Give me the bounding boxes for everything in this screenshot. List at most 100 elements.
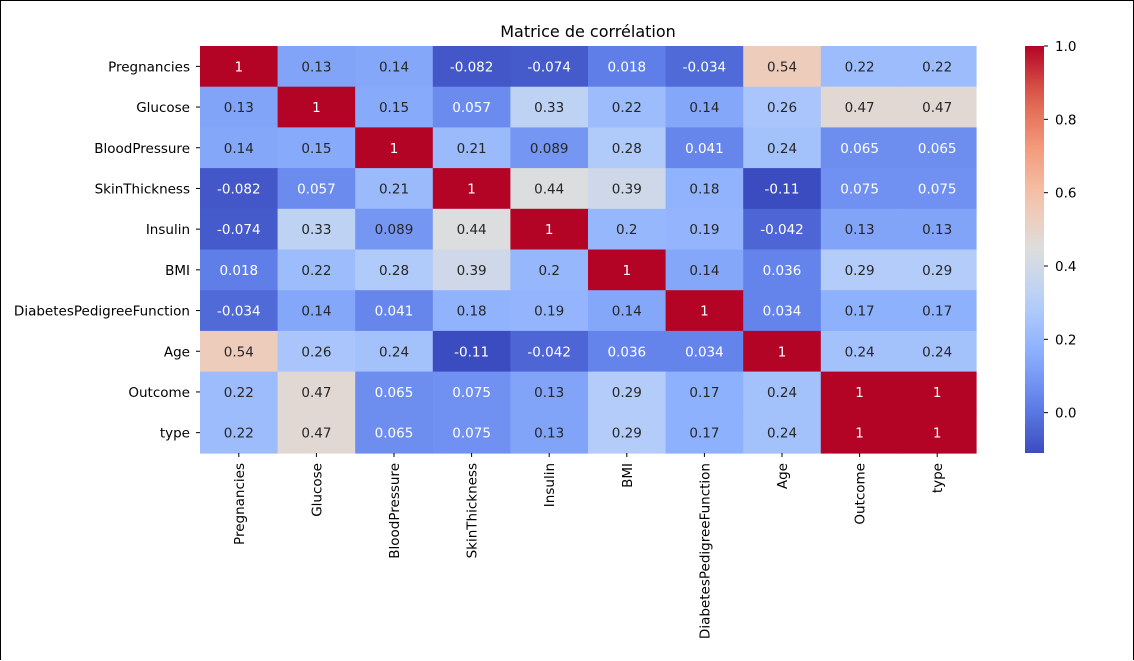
cell-value-label: 0.13: [301, 59, 331, 75]
cell-value-label: 0.24: [767, 426, 797, 442]
cell-value-label: 0.24: [767, 141, 797, 157]
cell-value-label: 0.21: [457, 141, 487, 157]
heatmap-cell: [200, 168, 279, 210]
cell-value-label: 1: [312, 100, 321, 116]
cell-value-label: 0.065: [918, 141, 957, 157]
cell-value-label: 0.075: [840, 181, 879, 197]
heatmap-cell: [743, 249, 822, 291]
row-label: DiabetesPedigreeFunction: [14, 304, 190, 320]
cell-value-label: -0.034: [683, 59, 727, 75]
heatmap-cell: [743, 127, 822, 169]
cell-value-label: 0.17: [845, 304, 875, 320]
heatmap-cell: [665, 168, 744, 210]
heatmap-cell: [898, 412, 977, 454]
colorbar-tick-label: 0.8: [1055, 112, 1076, 128]
cell-value-label: 0.034: [685, 344, 724, 360]
heatmap-cell: [355, 330, 434, 373]
column-label: Insulin: [542, 463, 558, 507]
heatmap-cell: [665, 86, 744, 128]
cell-value-label: 0.18: [457, 304, 487, 320]
cell-value-label: 0.018: [607, 59, 646, 75]
heatmap-cell: [743, 86, 822, 128]
heatmap-cell: [743, 371, 822, 413]
cell-value-label: 0.041: [685, 141, 724, 157]
cell-value-label: -0.082: [450, 59, 494, 75]
cell-value-label: 0.39: [457, 263, 487, 279]
cell-value-label: 1: [855, 385, 864, 401]
heatmap-cell: [277, 371, 356, 413]
heatmap-cell: [665, 208, 744, 251]
chart-title: Matrice de corrélation: [500, 22, 676, 41]
cell-value-label: 0.26: [301, 344, 331, 360]
cell-value-label: 0.036: [607, 344, 646, 360]
heatmap-cell: [665, 127, 744, 169]
cell-value-label: 0.075: [452, 426, 491, 442]
cell-value-label: 0.54: [224, 344, 254, 360]
cell-value-label: -0.11: [454, 344, 489, 360]
cell-value-label: 0.018: [219, 263, 258, 279]
cell-value-label: 1: [855, 426, 864, 442]
heatmap-cell: [432, 330, 511, 373]
heatmap-cell: [432, 208, 511, 251]
heatmap-cell: [820, 86, 899, 128]
heatmap-cell: [743, 330, 822, 373]
cell-value-label: 0.2: [538, 263, 559, 279]
cell-value-label: 0.14: [689, 263, 719, 279]
heatmap-cell: [277, 330, 356, 373]
cell-value-label: 0.065: [375, 385, 414, 401]
heatmap-cell: [432, 290, 511, 332]
cell-value-label: 0.22: [845, 59, 875, 75]
heatmap-cell: [588, 412, 667, 454]
cell-value-label: 0.22: [301, 263, 331, 279]
cell-value-label: 0.14: [379, 59, 409, 75]
cell-value-label: 0.15: [379, 100, 409, 116]
cell-value-label: 0.24: [922, 344, 952, 360]
heatmap-cell: [277, 208, 356, 251]
heatmap-cell: [432, 86, 511, 128]
column-label: Outcome: [853, 463, 869, 525]
heatmap-cell: [898, 290, 977, 332]
heatmap-cell: [510, 412, 589, 454]
heatmap-cell: [200, 86, 279, 128]
heatmap-cell: [200, 371, 279, 413]
heatmap-cell: [898, 86, 977, 128]
row-label: Insulin: [146, 222, 190, 238]
cell-value-label: 0.18: [689, 181, 719, 197]
heatmap-cell: [432, 412, 511, 454]
heatmap-cell: [432, 46, 511, 88]
cell-value-label: 0.29: [922, 263, 952, 279]
cell-value-label: 0.089: [375, 222, 414, 238]
heatmap-cell: [510, 168, 589, 210]
heatmap-cell: [200, 412, 279, 454]
cell-value-label: 0.075: [452, 385, 491, 401]
heatmap-cell: [355, 290, 434, 332]
column-label: type: [930, 463, 946, 493]
heatmap-cell: [355, 249, 434, 291]
heatmap-cells: [200, 46, 977, 454]
heatmap-cell: [588, 46, 667, 88]
cell-value-label: 0.21: [379, 181, 409, 197]
heatmap-cell: [820, 371, 899, 413]
cell-value-label: 0.54: [767, 59, 797, 75]
heatmap-cell: [510, 208, 589, 251]
heatmap-cell: [510, 371, 589, 413]
heatmap-cell: [355, 46, 434, 88]
cell-value-label: -0.042: [527, 344, 571, 360]
cell-value-label: 1: [390, 141, 399, 157]
colorbar-tick-label: 0.2: [1055, 332, 1076, 348]
cell-value-label: 0.28: [379, 263, 409, 279]
row-label: type: [160, 426, 190, 442]
heatmap-cell: [820, 330, 899, 373]
heatmap-cell: [277, 412, 356, 454]
heatmap-cell: [510, 330, 589, 373]
cell-value-label: 0.22: [224, 426, 254, 442]
row-label: Age: [164, 344, 190, 360]
cell-value-label: 0.24: [379, 344, 409, 360]
column-label: Pregnancies: [232, 463, 248, 545]
heatmap-cell: [743, 208, 822, 251]
cell-value-label: 0.065: [375, 426, 414, 442]
heatmap-cell: [898, 127, 977, 169]
cell-value-label: 0.22: [612, 100, 642, 116]
cell-value-label: 0.29: [845, 263, 875, 279]
